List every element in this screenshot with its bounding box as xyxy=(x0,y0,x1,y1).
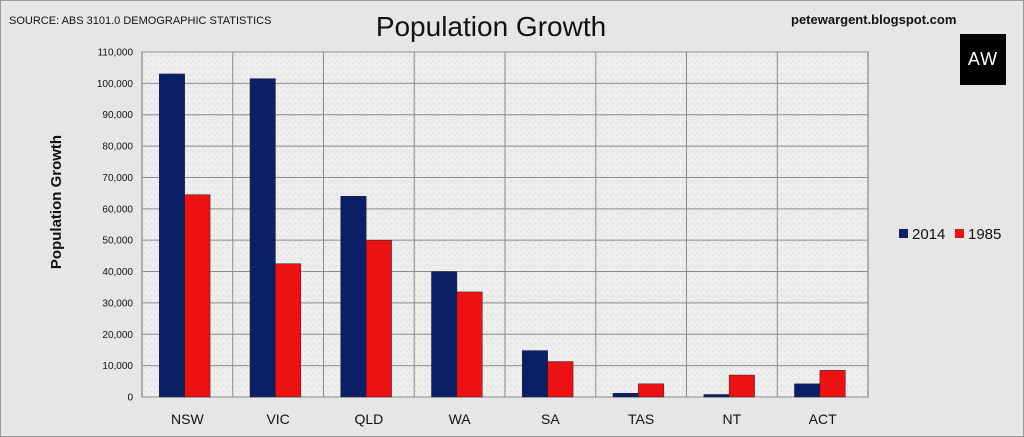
y-tick-label: 20,000 xyxy=(102,330,133,341)
bar-1985-TAS xyxy=(638,383,665,398)
y-tick-label: 60,000 xyxy=(102,204,133,215)
x-tick-label: TAS xyxy=(628,411,654,427)
bar-1985-ACT xyxy=(819,370,846,398)
bar-2014-WA xyxy=(431,271,458,398)
website-url: petewargent.blogspot.com xyxy=(791,12,957,27)
bar-2014-VIC xyxy=(249,78,276,398)
x-tick-label: QLD xyxy=(354,411,383,427)
y-tick-label: 40,000 xyxy=(102,267,133,278)
bar-2014-SA xyxy=(521,350,548,398)
bars xyxy=(158,73,846,398)
y-tick-label: 50,000 xyxy=(102,236,133,247)
bar-2014-ACT xyxy=(794,383,821,398)
bar-1985-QLD xyxy=(365,239,392,398)
bar-1985-SA xyxy=(547,361,574,398)
y-tick-label: 110,000 xyxy=(98,48,134,59)
x-tick-label: SA xyxy=(541,411,560,427)
y-tick-label: 70,000 xyxy=(102,173,133,184)
y-tick-label: 90,000 xyxy=(102,110,133,121)
legend-swatch-1985 xyxy=(955,229,964,238)
legend-label-1985: 1985 xyxy=(968,226,1001,243)
x-tick-label: WA xyxy=(449,411,472,427)
y-tick-label: 100,000 xyxy=(97,79,134,90)
y-axis-label: Population Growth xyxy=(48,135,65,269)
legend-swatch-2014 xyxy=(899,229,908,238)
bar-2014-NSW xyxy=(158,73,185,398)
legend: 2014 1985 xyxy=(899,226,1001,243)
bar-2014-QLD xyxy=(340,196,367,398)
y-tick-label: 0 xyxy=(127,393,133,404)
bar-1985-NT xyxy=(728,374,755,398)
y-tick-label: 10,000 xyxy=(102,361,133,372)
aw-logo: AW xyxy=(960,34,1006,85)
bar-2014-TAS xyxy=(612,392,639,398)
y-tick-label: 30,000 xyxy=(102,298,133,309)
x-tick-label: NT xyxy=(723,411,742,427)
x-tick-label: ACT xyxy=(809,411,837,427)
x-axis-categories: NSW VIC QLD WA SA TAS NT ACT xyxy=(171,411,837,427)
y-axis-ticks: 0 10,000 20,000 30,000 40,000 50,000 60,000 70,… xyxy=(97,48,134,404)
x-tick-label: NSW xyxy=(171,411,204,427)
x-tick-label: VIC xyxy=(266,411,289,427)
bar-2014-NT xyxy=(703,394,730,398)
bar-1985-NSW xyxy=(184,194,211,398)
source-note: SOURCE: ABS 3101.0 DEMOGRAPHIC STATISTIC… xyxy=(9,15,272,27)
y-tick-label: 80,000 xyxy=(102,142,133,153)
bar-1985-WA xyxy=(456,291,483,398)
legend-label-2014: 2014 xyxy=(912,226,945,243)
bar-1985-VIC xyxy=(275,263,302,398)
chart-title: Population Growth xyxy=(375,11,607,42)
